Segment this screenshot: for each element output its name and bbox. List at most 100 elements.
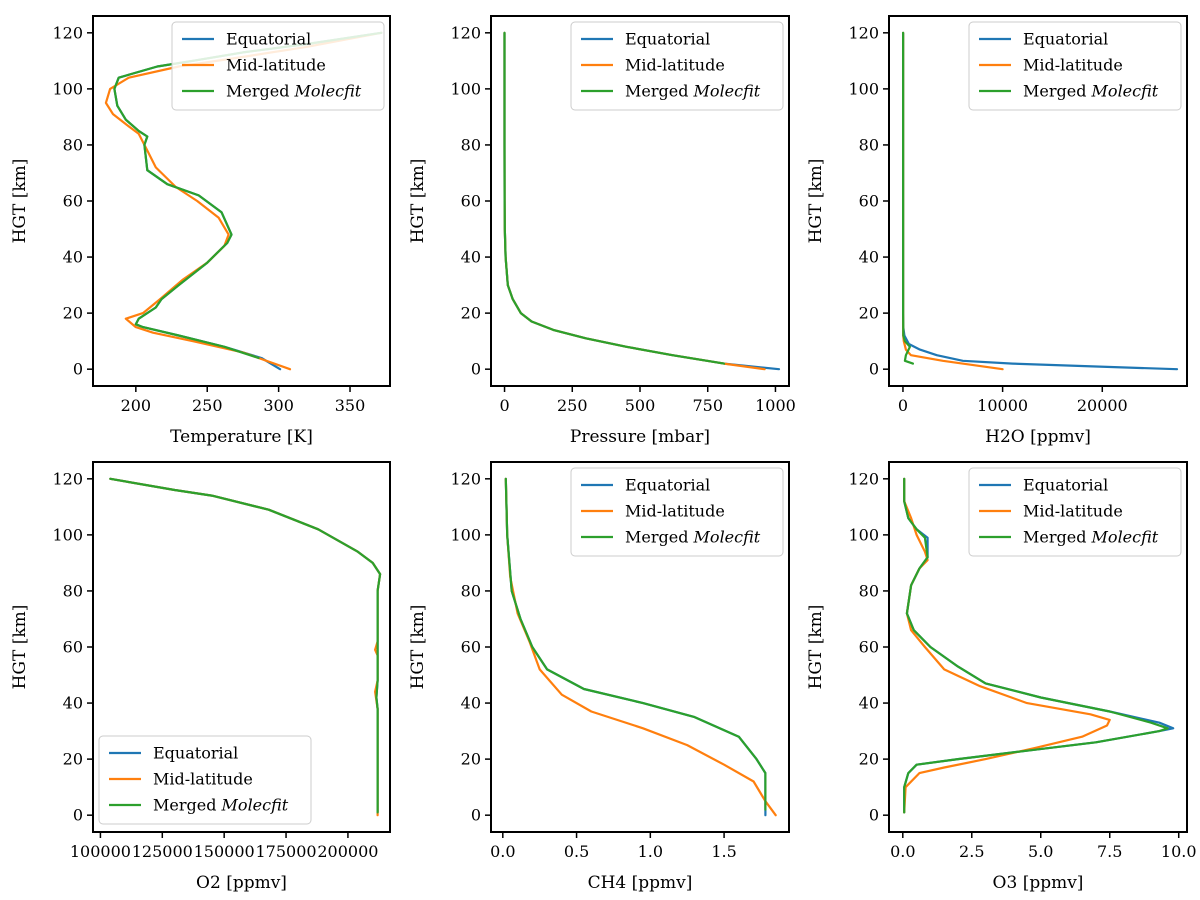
y-tick-label: 0 <box>471 360 481 379</box>
y-tick-label: 80 <box>859 135 879 154</box>
legend-entry: Merged Molecfit <box>153 796 289 815</box>
x-axis-label: CH4 [ppmv] <box>588 873 693 893</box>
y-axis-label: HGT [km] <box>408 605 428 690</box>
y-tick-label: 60 <box>63 192 83 211</box>
x-axis-label: O3 [ppmv] <box>993 873 1084 893</box>
legend-box <box>171 21 385 111</box>
x-axis-label: H2O [ppmv] <box>985 427 1091 447</box>
legend-box <box>968 21 1182 111</box>
y-tick-label: 120 <box>450 469 481 488</box>
legend: Equatorial Mid-latitude Merged Molecfit <box>570 467 784 557</box>
legend: Equatorial Mid-latitude Merged Molecfit <box>968 467 1182 557</box>
legend-entry: Equatorial <box>153 744 238 763</box>
legend-entry: Equatorial <box>1023 30 1108 49</box>
x-tick-label: 2.5 <box>959 842 984 861</box>
y-tick-label: 40 <box>461 694 481 713</box>
series-line-mid-latitude <box>104 31 383 371</box>
y-tick-label: 60 <box>461 638 481 657</box>
x-tick-label: 175000 <box>256 842 317 861</box>
x-tick-label: 10000 <box>977 396 1028 415</box>
y-tick-label: 80 <box>859 581 879 600</box>
legend-box <box>570 467 784 557</box>
x-tick-label: 200000 <box>317 842 378 861</box>
x-tick-label: 0.0 <box>490 842 515 861</box>
x-tick-label: 0 <box>898 396 908 415</box>
series-line-merged-molecfit <box>902 31 914 365</box>
y-tick-label: 40 <box>461 248 481 267</box>
x-tick-label: 250 <box>192 396 223 415</box>
subplot-temperature: 200 250 300 350 0 20 40 60 80 100 120 Temperature [… <box>10 15 391 447</box>
y-tick-label: 100 <box>450 525 481 544</box>
x-tick-label: 350 <box>335 396 366 415</box>
y-tick-label: 80 <box>461 135 481 154</box>
x-tick-label: 0 <box>499 396 509 415</box>
x-tick-label: 1.5 <box>711 842 736 861</box>
x-tick-label: 1000 <box>755 396 796 415</box>
legend-entry: Mid-latitude <box>625 56 725 75</box>
y-tick-label: 20 <box>63 750 83 769</box>
y-tick-label: 120 <box>52 469 83 488</box>
x-tick-label: 125000 <box>132 842 193 861</box>
y-tick-label: 20 <box>461 304 481 323</box>
y-axis-label: HGT [km] <box>10 605 30 690</box>
y-tick-label: 0 <box>471 806 481 825</box>
legend: Equatorial Mid-latitude Merged Molecfit <box>570 21 784 111</box>
y-tick-label: 80 <box>63 581 83 600</box>
legend-entry: Mid-latitude <box>625 502 725 521</box>
legend: Equatorial Mid-latitude Merged Molecfit <box>98 735 312 825</box>
legend: Equatorial Mid-latitude Merged Molecfit <box>171 21 385 111</box>
x-tick-label: 200 <box>121 396 152 415</box>
x-tick-label: 100000 <box>70 842 131 861</box>
y-axis-label: HGT [km] <box>806 159 826 244</box>
y-tick-label: 20 <box>461 750 481 769</box>
subplot-h2o: 0 10000 20000 0 20 40 60 80 100 120 H2O [ppmv] HGT … <box>806 15 1188 447</box>
y-tick-label: 100 <box>450 79 481 98</box>
y-tick-label: 40 <box>63 248 83 267</box>
x-axis-label: O2 [ppmv] <box>196 873 287 893</box>
legend-entry: Merged Molecfit <box>226 82 362 101</box>
y-tick-label: 0 <box>869 806 879 825</box>
y-tick-label: 20 <box>63 304 83 323</box>
series-line-mid-latitude <box>903 477 1111 814</box>
y-tick-label: 60 <box>63 638 83 657</box>
legend-entry: Merged Molecfit <box>1023 82 1159 101</box>
x-tick-label: 5.0 <box>1028 842 1053 861</box>
subplot-o2: 100000 125000 150000 175000 200000 0 20 40 60 80 1… <box>10 461 391 893</box>
y-tick-label: 120 <box>52 23 83 42</box>
y-tick-label: 60 <box>859 192 879 211</box>
legend-entry: Mid-latitude <box>1023 502 1123 521</box>
x-axis-label: Temperature [K] <box>170 427 313 447</box>
x-tick-label: 7.5 <box>1097 842 1122 861</box>
legend-entry: Equatorial <box>1023 476 1108 495</box>
subplot-ch4: 0.0 0.5 1.0 1.5 0 20 40 60 80 100 120 CH4 [ppmv] HGT… <box>408 461 790 893</box>
series-line-merged-molecfit <box>109 477 382 814</box>
series-line-merged-molecfit <box>504 477 767 811</box>
x-tick-label: 20000 <box>1077 396 1128 415</box>
legend-entry: Merged Molecfit <box>625 82 761 101</box>
x-tick-label: 250 <box>557 396 588 415</box>
legend: Equatorial Mid-latitude Merged Molecfit <box>968 21 1182 111</box>
legend-entry: Merged Molecfit <box>1023 528 1159 547</box>
y-tick-label: 120 <box>848 469 879 488</box>
y-axis-label: HGT [km] <box>408 159 428 244</box>
y-tick-label: 40 <box>63 694 83 713</box>
y-tick-label: 80 <box>63 135 83 154</box>
subplot-pressure: 0 250 500 750 1000 0 20 40 60 80 100 120 Pressure [m… <box>408 15 796 447</box>
y-tick-label: 40 <box>859 694 879 713</box>
y-tick-label: 20 <box>859 750 879 769</box>
series-line-merged-molecfit <box>113 31 383 360</box>
legend-entry: Equatorial <box>226 30 311 49</box>
legend-entry: Mid-latitude <box>153 770 253 789</box>
x-tick-label: 750 <box>692 396 723 415</box>
y-tick-label: 100 <box>52 525 83 544</box>
y-tick-label: 0 <box>869 360 879 379</box>
y-tick-label: 0 <box>73 360 83 379</box>
y-tick-label: 60 <box>461 192 481 211</box>
x-tick-label: 0.5 <box>564 842 589 861</box>
x-axis-label: Pressure [mbar] <box>570 427 710 447</box>
x-tick-label: 10.0 <box>1161 842 1197 861</box>
legend-box <box>570 21 784 111</box>
x-tick-label: 0.0 <box>890 842 915 861</box>
y-axis-label: HGT [km] <box>806 605 826 690</box>
